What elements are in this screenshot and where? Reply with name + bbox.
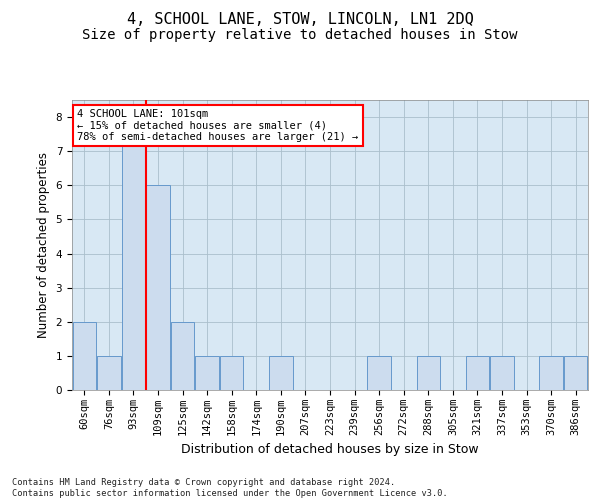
- Text: Size of property relative to detached houses in Stow: Size of property relative to detached ho…: [82, 28, 518, 42]
- Text: Contains HM Land Registry data © Crown copyright and database right 2024.
Contai: Contains HM Land Registry data © Crown c…: [12, 478, 448, 498]
- Bar: [97, 356, 121, 390]
- Bar: [73, 322, 96, 390]
- Bar: [122, 117, 145, 390]
- Bar: [196, 356, 219, 390]
- Bar: [466, 356, 489, 390]
- Text: 4 SCHOOL LANE: 101sqm
← 15% of detached houses are smaller (4)
78% of semi-detac: 4 SCHOOL LANE: 101sqm ← 15% of detached …: [77, 108, 358, 142]
- Bar: [367, 356, 391, 390]
- Bar: [220, 356, 244, 390]
- Bar: [416, 356, 440, 390]
- Bar: [146, 186, 170, 390]
- Bar: [539, 356, 563, 390]
- Bar: [269, 356, 293, 390]
- Bar: [171, 322, 194, 390]
- X-axis label: Distribution of detached houses by size in Stow: Distribution of detached houses by size …: [181, 444, 479, 456]
- Y-axis label: Number of detached properties: Number of detached properties: [37, 152, 50, 338]
- Bar: [490, 356, 514, 390]
- Text: 4, SCHOOL LANE, STOW, LINCOLN, LN1 2DQ: 4, SCHOOL LANE, STOW, LINCOLN, LN1 2DQ: [127, 12, 473, 28]
- Bar: [564, 356, 587, 390]
